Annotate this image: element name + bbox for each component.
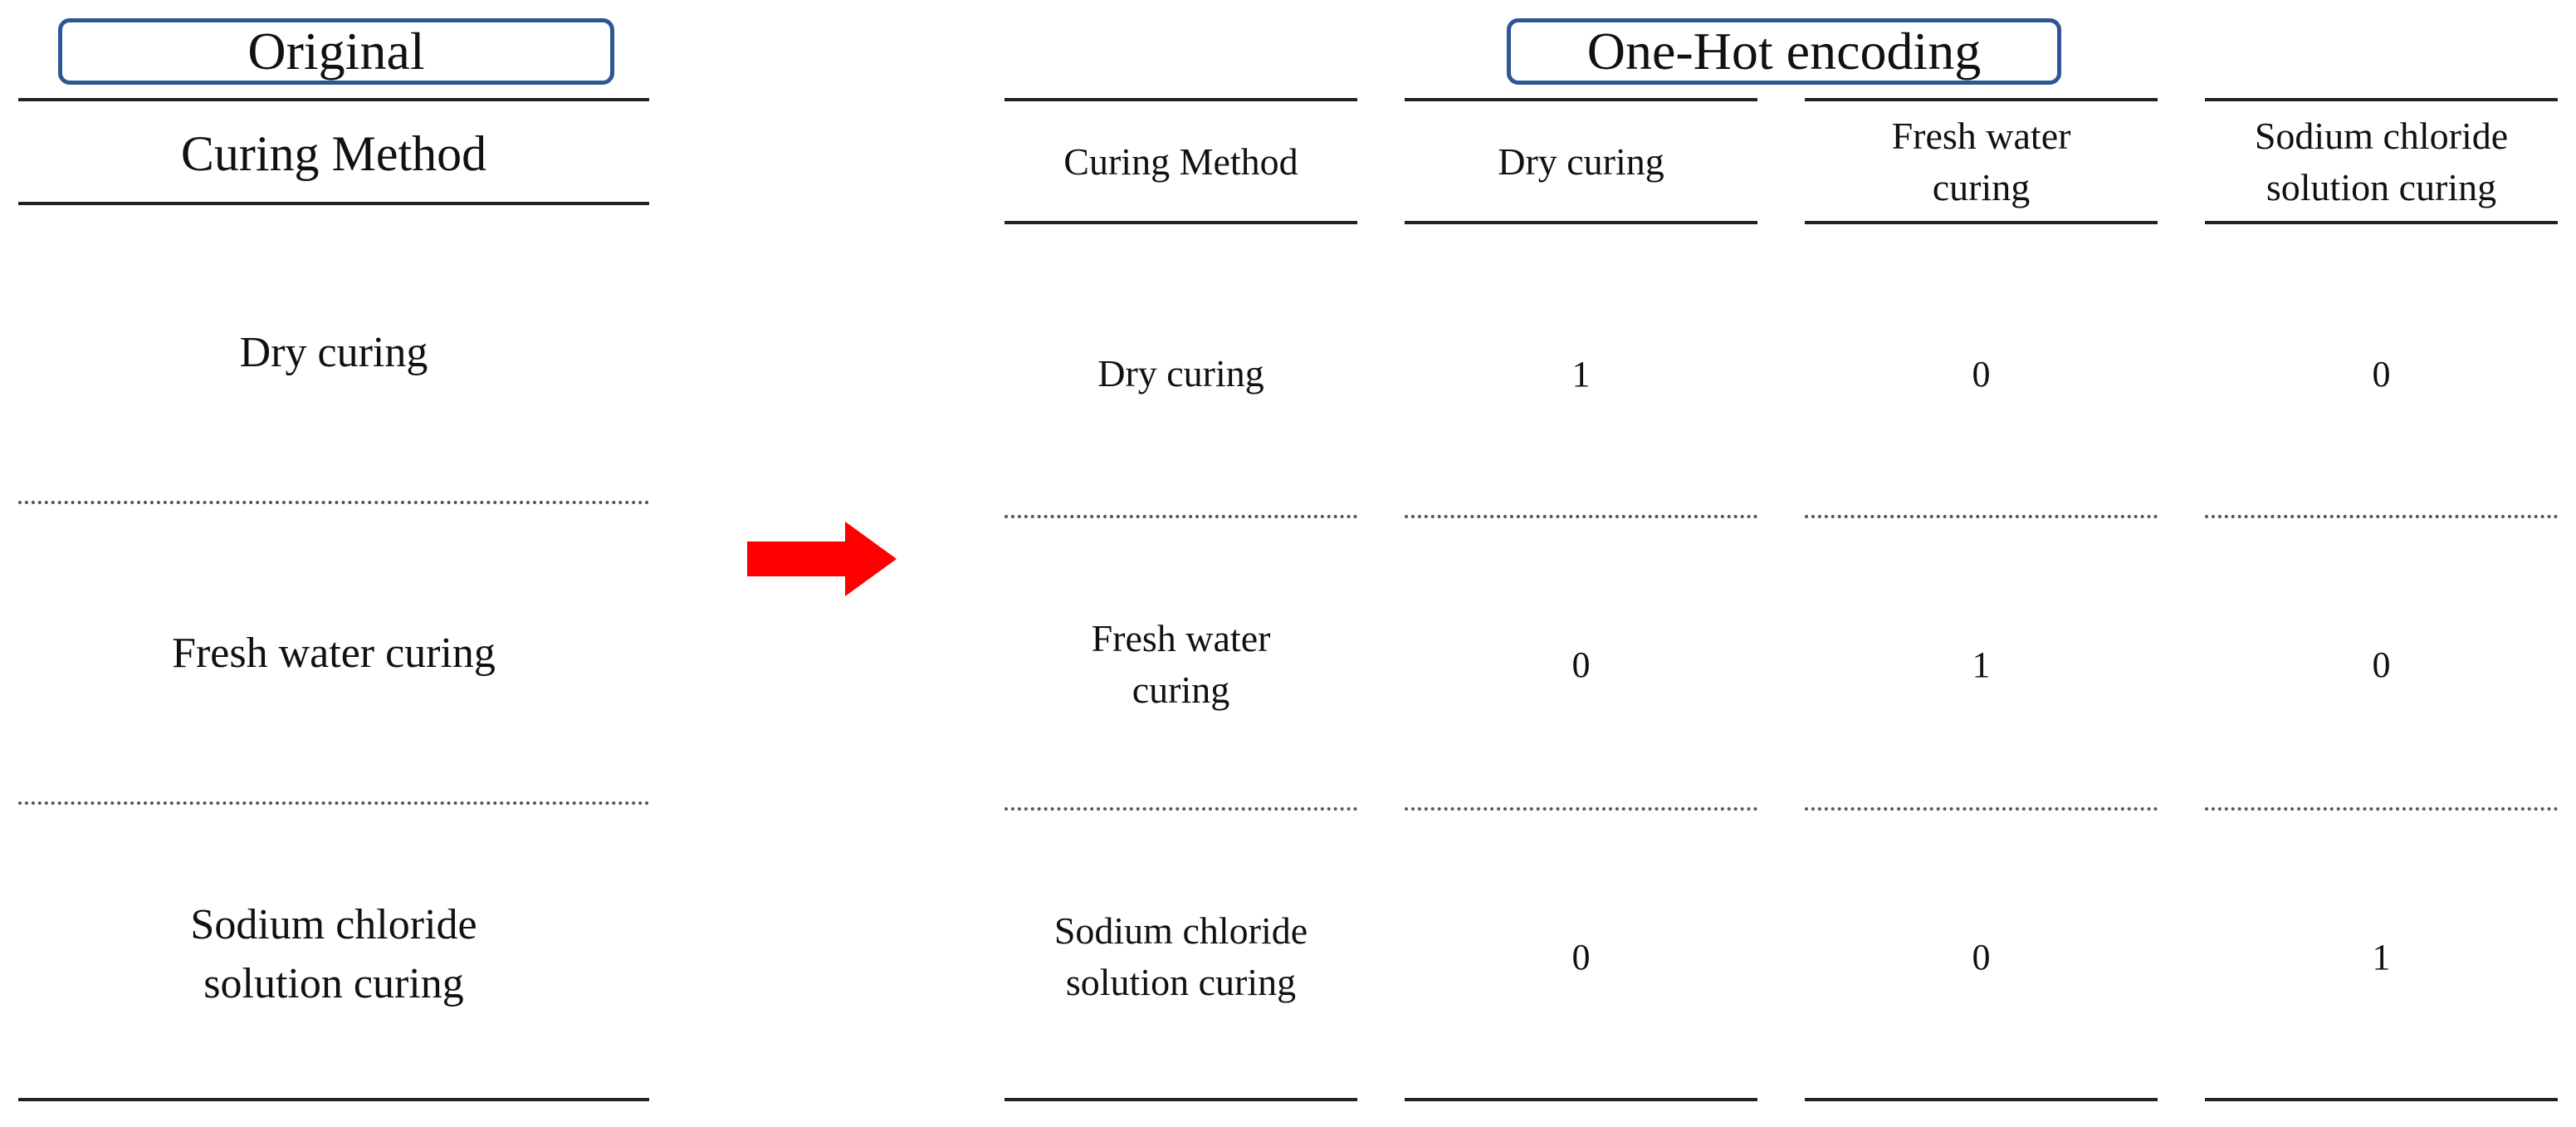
encoded-col1-header-rule bbox=[1004, 221, 1357, 224]
original-header: Curing Method bbox=[180, 125, 487, 181]
original-row-divider-2 bbox=[18, 801, 649, 805]
encoded-col1-bottom-rule bbox=[1004, 1098, 1357, 1101]
encoded-row-divider-2c bbox=[1805, 807, 2158, 811]
encoded-col3-top-rule bbox=[1805, 98, 2158, 101]
original-row-divider-1 bbox=[18, 501, 649, 504]
encoded-col4-header-rule bbox=[2205, 221, 2558, 224]
original-header-rule bbox=[18, 202, 649, 205]
right-arrow-icon bbox=[747, 522, 897, 596]
encoded-row-3-fresh: 0 bbox=[1972, 936, 1991, 978]
encoded-header-fresh: Fresh water curing bbox=[1891, 114, 2071, 208]
original-row-1: Dry curing bbox=[239, 328, 428, 376]
original-top-rule bbox=[18, 98, 649, 101]
encoded-header-method: Curing Method bbox=[1063, 140, 1298, 183]
encoded-row-divider-2d bbox=[2205, 807, 2558, 811]
encoded-col2-header-rule bbox=[1405, 221, 1757, 224]
encoded-row-divider-1b bbox=[1405, 515, 1757, 518]
original-row-2: Fresh water curing bbox=[172, 630, 496, 678]
encoded-col3-bottom-rule bbox=[1805, 1098, 2158, 1101]
encoded-row-divider-2a bbox=[1004, 807, 1357, 811]
original-bottom-rule bbox=[18, 1098, 649, 1101]
encoded-col4-top-rule bbox=[2205, 98, 2558, 101]
encoded-row-1-sodium: 0 bbox=[2372, 353, 2391, 394]
encoded-row-3-sodium: 1 bbox=[2372, 936, 2391, 978]
encoded-col2-top-rule bbox=[1405, 98, 1757, 101]
encoded-row-1-fresh: 0 bbox=[1972, 353, 1991, 394]
encoded-row-2-fresh: 1 bbox=[1972, 644, 1991, 685]
encoded-row-1-dry: 1 bbox=[1572, 353, 1591, 394]
original-title: Original bbox=[58, 18, 614, 85]
encoded-row-3-dry: 0 bbox=[1572, 936, 1591, 978]
encoded-col4-bottom-rule bbox=[2205, 1098, 2558, 1101]
encoded-col1-top-rule bbox=[1004, 98, 1357, 101]
encoded-row-divider-1c bbox=[1805, 515, 2158, 518]
encoded-row-1-method: Dry curing bbox=[1097, 351, 1264, 394]
encoded-row-3-method: Sodium chloride solution curing bbox=[1053, 909, 1308, 1003]
original-title-text: Original bbox=[247, 22, 425, 81]
encoded-row-divider-1d bbox=[2205, 515, 2558, 518]
encoded-row-divider-2b bbox=[1405, 807, 1757, 811]
encoded-row-2-dry: 0 bbox=[1572, 644, 1591, 685]
encoded-row-divider-1a bbox=[1004, 515, 1357, 518]
encoded-col3-header-rule bbox=[1805, 221, 2158, 224]
original-row-3: Sodium chloride solution curing bbox=[190, 901, 477, 1007]
encoded-row-2-method: Fresh water curing bbox=[1091, 616, 1271, 711]
encoded-title: One-Hot encoding bbox=[1507, 18, 2061, 85]
encoded-header-sodium: Sodium chloride solution curing bbox=[2254, 114, 2509, 208]
encoded-row-2-sodium: 0 bbox=[2372, 644, 2391, 685]
encoded-header-dry: Dry curing bbox=[1498, 140, 1664, 183]
encoded-title-text: One-Hot encoding bbox=[1586, 22, 1982, 81]
encoded-col2-bottom-rule bbox=[1405, 1098, 1757, 1101]
